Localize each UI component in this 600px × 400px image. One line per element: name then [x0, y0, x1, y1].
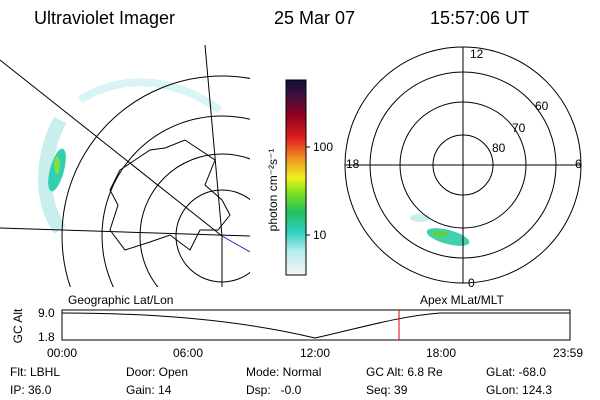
- info-field: GC Alt: 6.8 Re: [366, 365, 443, 379]
- geo-map: [0, 45, 250, 287]
- info-field: Flt: LBHL: [10, 365, 60, 379]
- time: 15:57:06 UT: [430, 8, 529, 28]
- altitude-frame: [61, 309, 571, 341]
- info-field: Mode: Normal: [246, 365, 321, 379]
- info-field: GLat: -68.0: [486, 365, 546, 379]
- info-field: Door: Open: [126, 365, 188, 379]
- colorbar-unit: photon cm⁻²s⁻¹: [266, 149, 280, 232]
- mlt-label: 6: [575, 157, 582, 171]
- colorbar: [285, 79, 307, 276]
- y-tick-label: 9.0: [38, 306, 55, 320]
- x-tick-label: 06:00: [173, 346, 203, 360]
- colorbar-tick: 100: [313, 140, 333, 154]
- info-field: Seq: 39: [366, 383, 408, 397]
- lat-label: 60: [535, 99, 549, 113]
- x-tick-label: 12:00: [300, 346, 330, 360]
- instrument: Ultraviolet Imager: [34, 8, 175, 28]
- colorbar-tick: 10: [313, 228, 327, 242]
- mlt-label: 18: [346, 157, 360, 171]
- y-tick-label: 1.8: [38, 330, 55, 344]
- mlt-label: 0: [468, 276, 475, 290]
- lat-label: 70: [512, 121, 526, 135]
- polar-plot: [344, 46, 582, 284]
- x-tick-label: 23:59: [553, 346, 583, 360]
- x-tick-label: 18:00: [426, 346, 456, 360]
- plot-title: Geographic Lat/Lon: [68, 293, 173, 307]
- plot-title: Apex MLat/MLT: [420, 293, 504, 307]
- info-field: IP: 36.0: [10, 383, 52, 397]
- info-field: Dsp: -0.0: [246, 383, 302, 397]
- date: 25 Mar 07: [274, 8, 355, 28]
- altitude-curve: [61, 312, 570, 339]
- y-label: GC Alt: [11, 308, 25, 343]
- lat-label: 80: [492, 141, 506, 155]
- info-table: Flt: LBHL Door: Open Mode: Normal GC Alt: 6…: [10, 365, 552, 397]
- x-tick-label: 00:00: [47, 346, 77, 360]
- info-field: Gain: 14: [126, 383, 172, 397]
- mlt-label: 12: [470, 47, 484, 61]
- info-field: GLon: 124.3: [486, 383, 552, 397]
